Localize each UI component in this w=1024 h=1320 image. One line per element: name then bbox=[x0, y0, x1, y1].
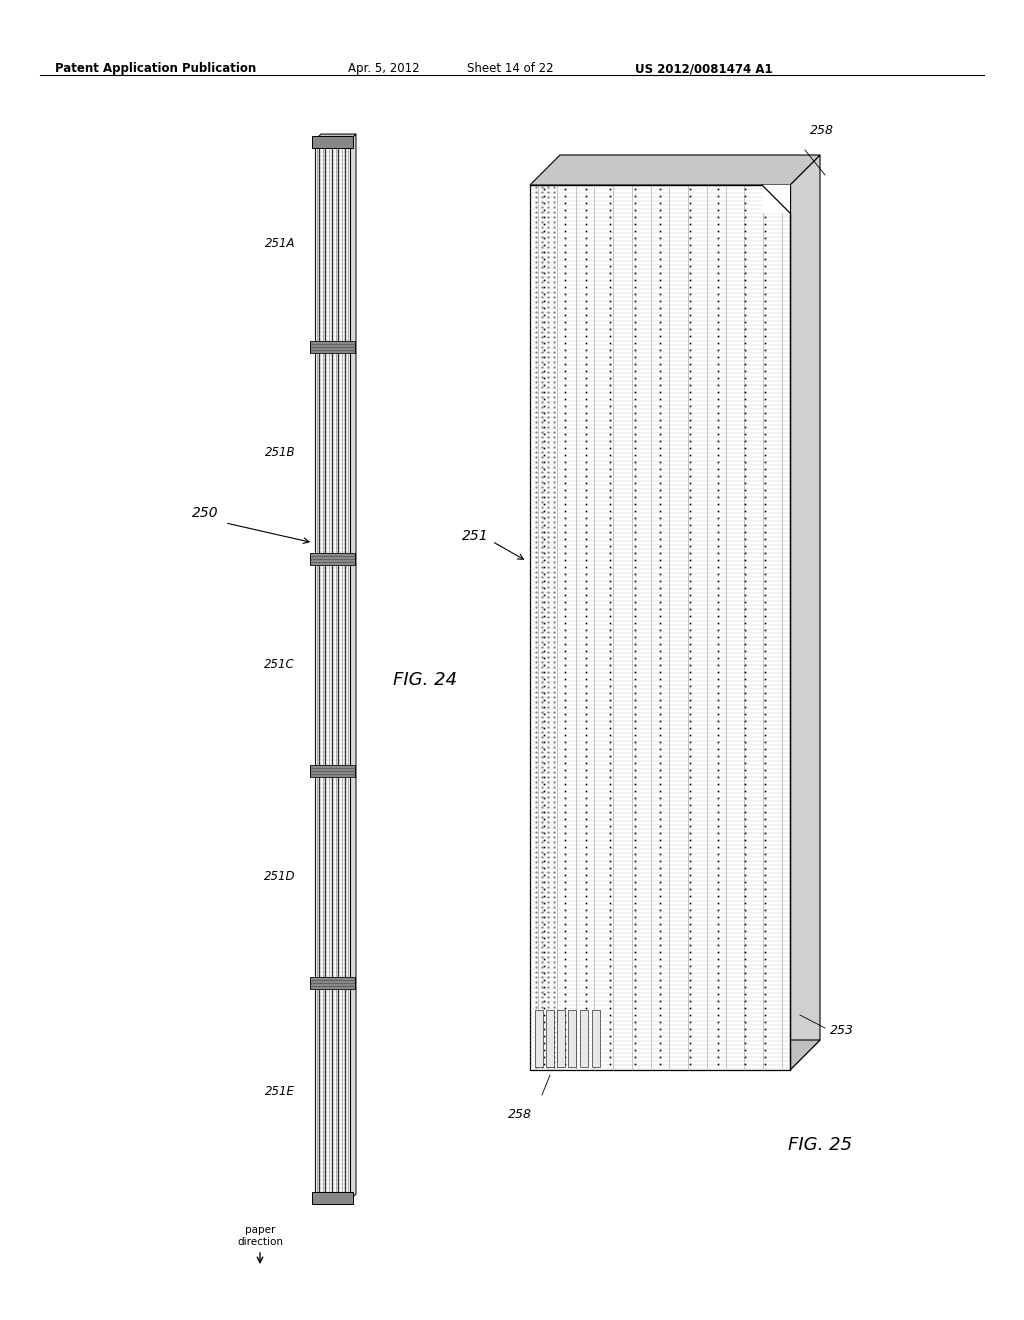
Polygon shape bbox=[546, 1010, 554, 1067]
Polygon shape bbox=[315, 140, 350, 1200]
Text: Sheet 14 of 22: Sheet 14 of 22 bbox=[467, 62, 554, 75]
Polygon shape bbox=[530, 185, 790, 1071]
Text: 258: 258 bbox=[508, 1109, 532, 1122]
Polygon shape bbox=[312, 1192, 353, 1204]
Polygon shape bbox=[310, 553, 355, 565]
Polygon shape bbox=[530, 154, 820, 185]
Text: 258: 258 bbox=[810, 124, 834, 136]
Text: 251C: 251C bbox=[264, 659, 295, 671]
Polygon shape bbox=[535, 1010, 543, 1067]
Polygon shape bbox=[580, 1010, 588, 1067]
Polygon shape bbox=[310, 977, 355, 989]
Text: Apr. 5, 2012: Apr. 5, 2012 bbox=[348, 62, 420, 75]
Text: 251A: 251A bbox=[264, 236, 295, 249]
Polygon shape bbox=[557, 1010, 565, 1067]
Text: 251B: 251B bbox=[264, 446, 295, 459]
Text: paper
direction: paper direction bbox=[237, 1225, 283, 1246]
Text: 253: 253 bbox=[830, 1023, 854, 1036]
Polygon shape bbox=[350, 135, 356, 1200]
Polygon shape bbox=[790, 154, 820, 1071]
Text: Patent Application Publication: Patent Application Publication bbox=[55, 62, 256, 75]
Polygon shape bbox=[315, 135, 356, 140]
Polygon shape bbox=[592, 1010, 600, 1067]
Polygon shape bbox=[312, 136, 353, 148]
Text: 251D: 251D bbox=[263, 870, 295, 883]
Text: 251: 251 bbox=[462, 529, 488, 544]
Polygon shape bbox=[530, 1040, 820, 1071]
Text: 251E: 251E bbox=[265, 1085, 295, 1098]
Text: FIG. 25: FIG. 25 bbox=[787, 1137, 852, 1154]
Polygon shape bbox=[310, 341, 355, 352]
Polygon shape bbox=[762, 185, 790, 213]
Text: 250: 250 bbox=[191, 506, 218, 520]
Polygon shape bbox=[568, 1010, 575, 1067]
Polygon shape bbox=[310, 764, 355, 776]
Text: FIG. 24: FIG. 24 bbox=[393, 671, 457, 689]
Text: US 2012/0081474 A1: US 2012/0081474 A1 bbox=[635, 62, 773, 75]
